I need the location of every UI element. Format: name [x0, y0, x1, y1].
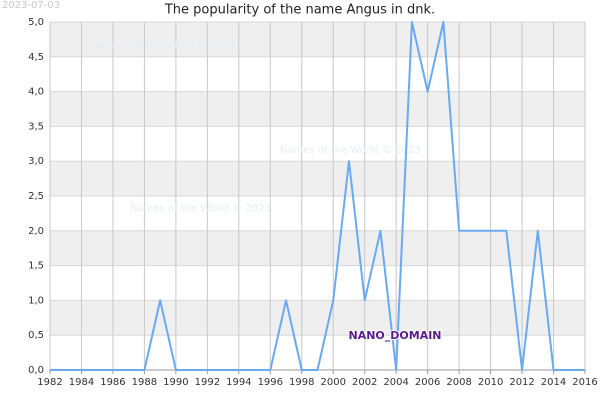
x-tick-label: 1982 [37, 377, 62, 388]
x-tick-label: 1998 [289, 377, 314, 388]
x-tick-label: 2012 [509, 377, 534, 388]
y-tick-label: 3,5 [28, 121, 44, 132]
x-tick-label: 2006 [415, 377, 440, 388]
y-tick-label: 5,0 [28, 17, 44, 28]
y-tick-label: 2,0 [28, 226, 44, 237]
x-tick-label: 2014 [541, 377, 566, 388]
x-tick-label: 1990 [163, 377, 188, 388]
grid-band [50, 22, 585, 57]
grid-band [50, 230, 585, 266]
x-tick-label: 2004 [383, 377, 408, 388]
grid-band [50, 300, 585, 336]
x-tick-label: 1992 [195, 377, 220, 388]
watermark: Names of the World © 2023 [280, 145, 421, 156]
x-tick-label: 1984 [69, 377, 94, 388]
y-tick-label: 1,0 [28, 295, 44, 306]
watermark: Names of the World © 2023 [130, 203, 271, 214]
x-tick-label: 2000 [321, 377, 346, 388]
x-tick-label: 2008 [446, 377, 471, 388]
y-tick-label: 4,5 [28, 52, 44, 63]
plot-background [49, 21, 586, 371]
x-tick-label: 1996 [258, 377, 283, 388]
date-stamp: 2023-07-03 [2, 0, 60, 11]
y-tick-label: 1,5 [28, 261, 44, 272]
x-tick-label: 2002 [352, 377, 377, 388]
badge: NANO_DOMAIN [348, 329, 441, 342]
y-tick-label: 0,5 [28, 330, 44, 341]
grid-band [50, 161, 585, 196]
grid-band [50, 91, 585, 127]
x-tick-label: 1988 [132, 377, 157, 388]
chart-title: The popularity of the name Angus in dnk. [164, 3, 435, 18]
y-tick-label: 3,0 [28, 156, 44, 167]
x-tick-label: 1994 [226, 377, 251, 388]
x-tick-label: 1986 [100, 377, 125, 388]
x-tick-label: 2010 [478, 377, 503, 388]
watermark: Names of the World © 2023 [95, 40, 236, 51]
y-tick-label: 2,5 [28, 191, 44, 202]
data-line [50, 21, 585, 371]
y-tick-label: 4,0 [28, 87, 44, 98]
x-tick-label: 2016 [572, 377, 597, 388]
y-tick-label: 0,0 [28, 365, 44, 376]
